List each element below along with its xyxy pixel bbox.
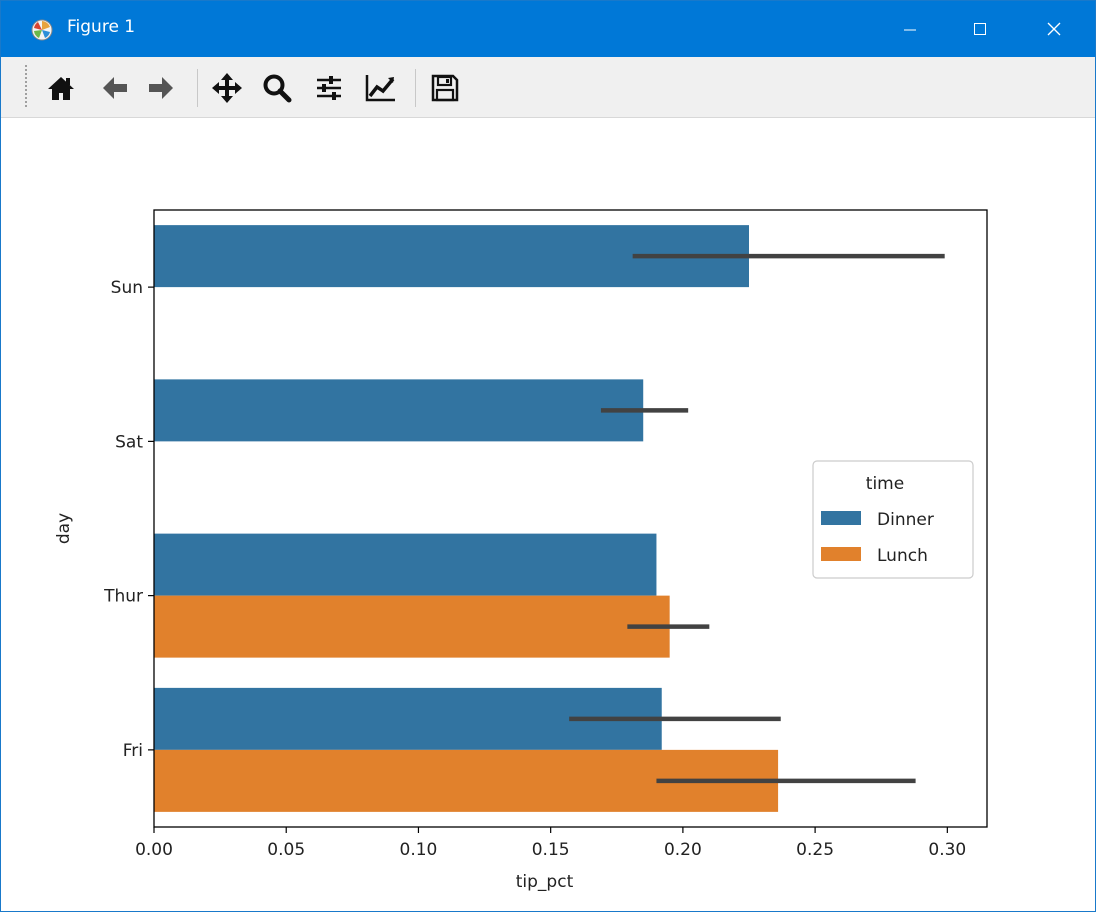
zoom-icon: [263, 74, 292, 103]
y-tick-label: Thur: [103, 587, 143, 607]
x-tick-label: 0.30: [928, 840, 966, 860]
minimize-button[interactable]: [875, 1, 945, 57]
x-tick-label: 0.00: [135, 840, 173, 860]
x-tick-label: 0.10: [400, 840, 438, 860]
minimize-icon: [904, 29, 916, 31]
toolbar-separator: [415, 69, 416, 107]
toolbar-grip[interactable]: [25, 65, 29, 109]
pan-icon: [212, 73, 242, 103]
x-axis-label: tip_pct: [516, 872, 574, 892]
pan-button[interactable]: [209, 70, 245, 106]
save-button[interactable]: [427, 70, 463, 106]
forward-button[interactable]: [143, 70, 179, 106]
close-button[interactable]: [1019, 1, 1089, 57]
legend-swatch-dinner: [821, 511, 861, 525]
back-button[interactable]: [97, 70, 133, 106]
x-tick-label: 0.15: [532, 840, 570, 860]
legend-swatch-lunch: [821, 547, 861, 561]
bar-chart: Sun Sat Thur Fri 0.00 0.05 0.10 0.15 0.20 0.25 0.3…: [54, 209, 988, 892]
zoom-button[interactable]: [259, 70, 295, 106]
legend-label-dinner: Dinner: [877, 510, 934, 530]
configure-subplots-button[interactable]: [311, 70, 347, 106]
bar-dinner-thur: [154, 533, 657, 596]
edit-axis-button[interactable]: [363, 70, 399, 106]
close-icon: [1047, 22, 1061, 36]
window-title: Figure 1: [67, 17, 136, 37]
maximize-icon: [974, 23, 986, 35]
legend-title: time: [866, 474, 904, 494]
bar-lunch-thur: [154, 595, 670, 658]
home-button[interactable]: [43, 70, 79, 106]
save-icon: [431, 74, 459, 102]
subplots-config-icon: [317, 76, 341, 100]
x-tick-label: 0.25: [796, 840, 834, 860]
x-tick-label: 0.05: [267, 840, 305, 860]
y-tick-label: Sat: [115, 432, 143, 452]
edit-axis-icon: [365, 75, 395, 102]
y-tick-label: Fri: [123, 741, 143, 761]
figure-canvas[interactable]: Sun Sat Thur Fri 0.00 0.05 0.10 0.15 0.20 0.25 0.3…: [1, 118, 1095, 911]
toolbar-separator: [197, 69, 198, 107]
y-tick-label: Sun: [111, 278, 143, 298]
forward-arrow-icon: [149, 77, 173, 99]
y-axis-label: day: [54, 513, 74, 544]
axes-frame: [153, 209, 988, 828]
title-bar[interactable]: Figure 1: [1, 1, 1095, 57]
legend-label-lunch: Lunch: [877, 546, 928, 566]
maximize-button[interactable]: [945, 1, 1015, 57]
x-tick-label: 0.20: [664, 840, 702, 860]
back-arrow-icon: [103, 77, 127, 99]
navigation-toolbar: [1, 57, 1095, 118]
home-icon: [48, 77, 74, 100]
bar-dinner-sat: [154, 379, 644, 442]
matplotlib-logo-icon: [31, 19, 53, 41]
